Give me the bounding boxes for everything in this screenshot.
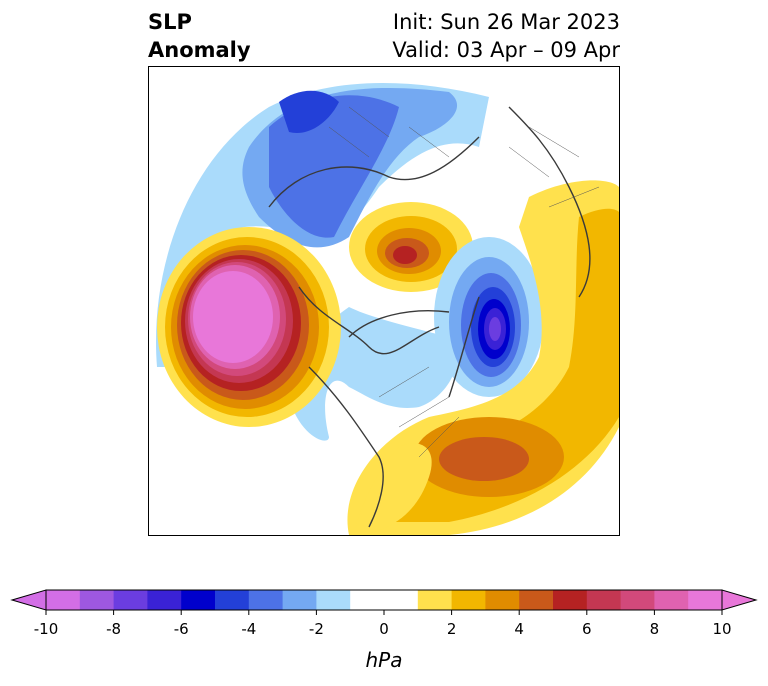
colorbar-segment: [519, 590, 554, 610]
colorbar-segment: [113, 590, 148, 610]
slp-anomaly-map: [155, 83, 619, 535]
colorbar: -10 -8 -6 -4 -2 0 2 4 6 8 10: [10, 589, 758, 638]
colorbar-segment: [316, 590, 351, 610]
colorbar-under-arrow: [10, 589, 47, 611]
colorbar-tick-label: -4: [241, 620, 256, 638]
colorbar-segment: [417, 590, 453, 610]
colorbar-over-arrow: [721, 589, 758, 611]
colorbar-segment: [248, 590, 284, 610]
colorbar-tick-label: -6: [174, 620, 189, 638]
colorbar-tick-label: 8: [650, 620, 660, 638]
colorbar-tick-label: 10: [712, 620, 731, 638]
colorbar-segment: [46, 590, 81, 610]
colorbar-segments: [46, 590, 723, 610]
colorbar-segment: [181, 590, 216, 610]
colorbar-segment: [350, 590, 385, 610]
colorbar-segment: [654, 590, 689, 610]
negative-anomaly-cap: [155, 83, 490, 368]
colorbar-tick-label: 6: [582, 620, 592, 638]
colorbar-segment: [147, 590, 182, 610]
colorbar-segment: [282, 590, 317, 610]
colorbar-segment: [215, 590, 250, 610]
map-panel: [148, 66, 620, 536]
coastal-positive-tongue: [354, 443, 432, 535]
colorbar-segment: [451, 590, 486, 610]
title-left: SLP Anomaly: [148, 8, 251, 64]
colorbar-segment: [553, 590, 588, 610]
colorbar-segment: [586, 590, 622, 610]
colorbar-segment: [688, 590, 723, 610]
colorbar-tick-label: 2: [447, 620, 457, 638]
north-atlantic-positive-cell: [349, 202, 473, 292]
colorbar-tick-label: 4: [514, 620, 524, 638]
valid-range: Valid: 03 Apr – 09 Apr: [392, 38, 620, 62]
colorbar-tick-label: -2: [309, 620, 324, 638]
coastlines: [268, 106, 591, 528]
country-borders: [328, 106, 600, 458]
west-positive-cell: [157, 227, 341, 427]
colorbar-ticks: -10 -8 -6 -4 -2 0 2 4 6 8 10: [34, 610, 732, 638]
title-variable: SLP: [148, 10, 192, 34]
colorbar-tick-label: -10: [34, 620, 59, 638]
init-date: Init: Sun 26 Mar 2023: [392, 10, 620, 34]
colorbar-unit-label: hPa: [365, 648, 403, 672]
colorbar-tick-label: -8: [106, 620, 121, 638]
colorbar-segment: [384, 590, 419, 610]
colorbar-segment: [620, 590, 655, 610]
colorbar-segment: [485, 590, 520, 610]
colorbar-tick-label: 0: [379, 620, 389, 638]
deep-negative-cell: [434, 237, 544, 397]
title-right: Init: Sun 26 Mar 2023 Valid: 03 Apr – 09…: [392, 8, 620, 64]
colorbar-segment: [79, 590, 115, 610]
title-field: Anomaly: [148, 38, 251, 62]
